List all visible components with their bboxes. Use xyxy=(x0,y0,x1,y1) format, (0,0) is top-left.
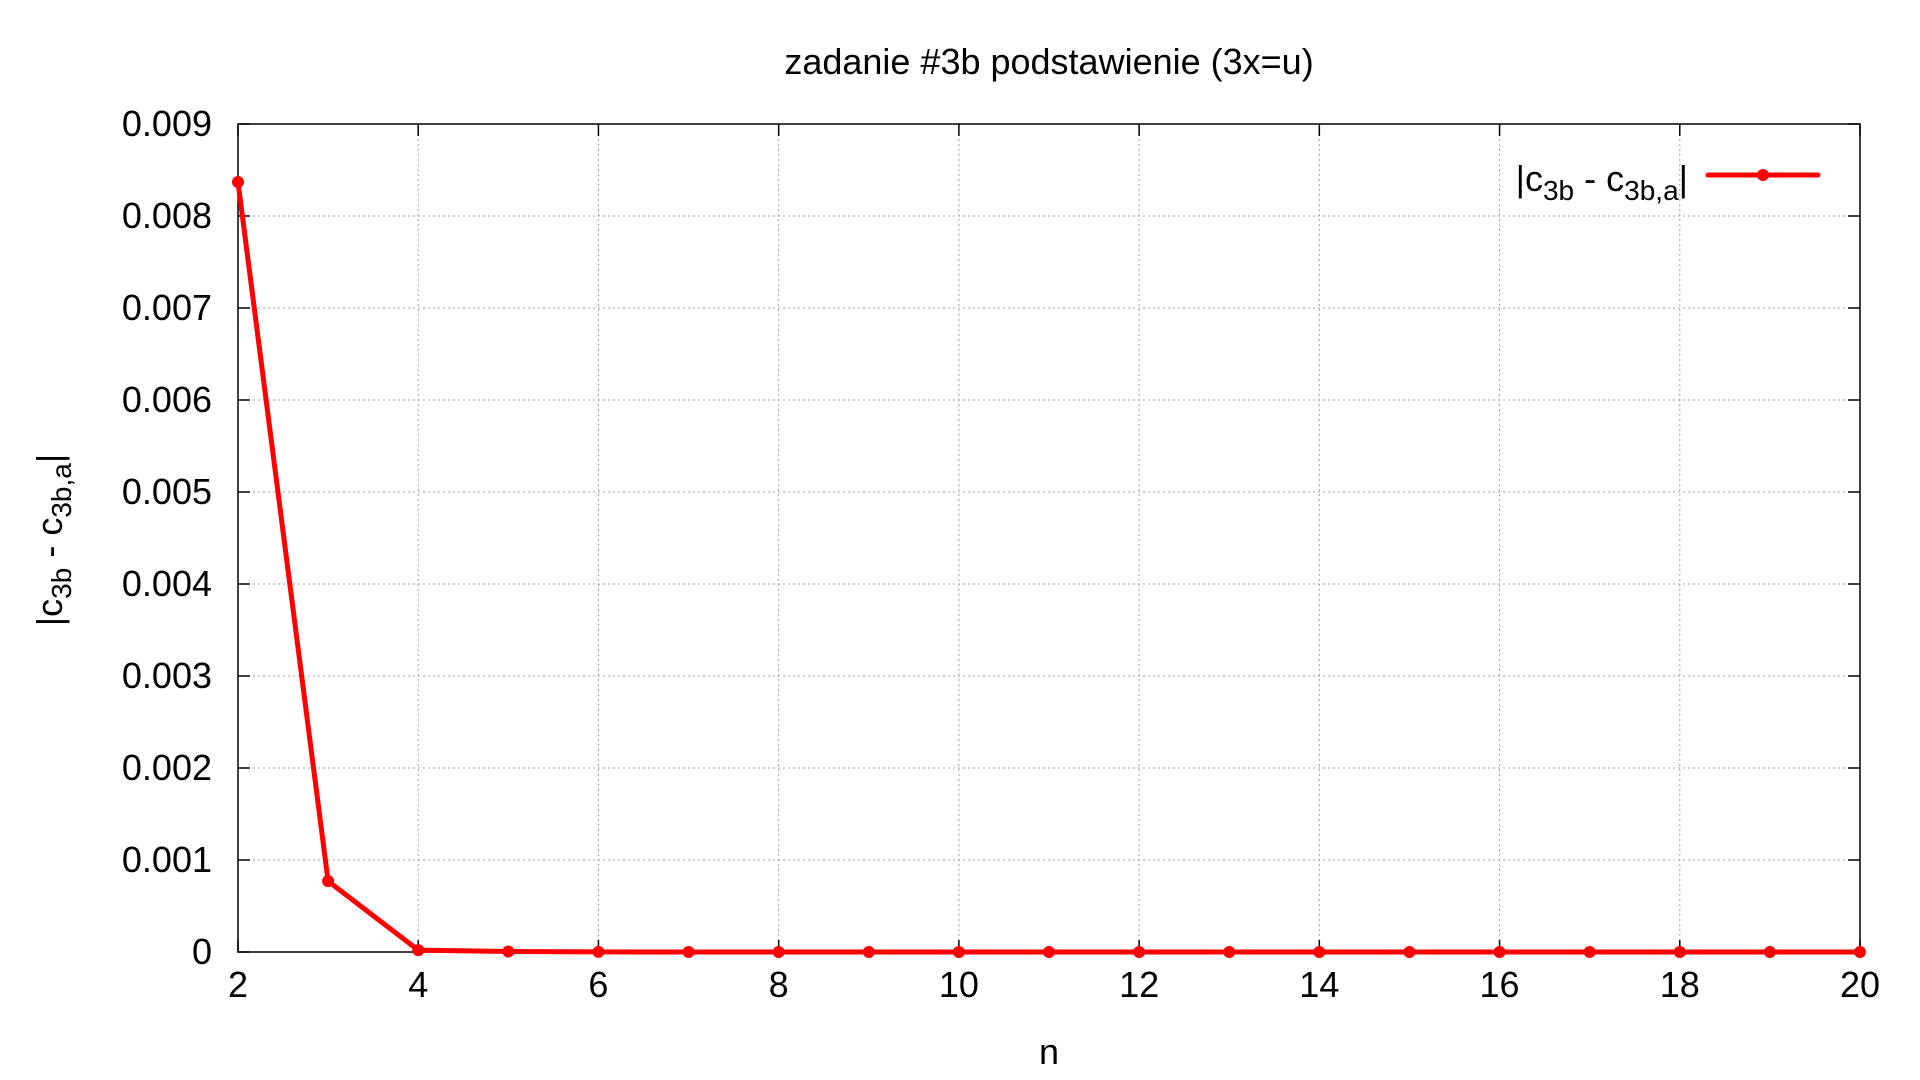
x-tick-label: 20 xyxy=(1840,964,1880,1005)
tick-labels: 2 4 6 8 10 12 14 16 18 20 0 0.001 0.002 0.003 0.004 0.0… xyxy=(122,103,1880,1005)
data-point xyxy=(1223,946,1236,958)
data-series xyxy=(232,175,1866,958)
legend: |c3b - c3b,a| xyxy=(1516,158,1821,206)
legend-label-sub1: 3b xyxy=(1543,175,1574,206)
y-tick-label: 0 xyxy=(192,931,212,972)
data-point xyxy=(1673,946,1686,958)
data-point xyxy=(502,945,515,958)
grid xyxy=(238,124,1860,952)
series-line xyxy=(235,179,1863,955)
x-tick-label: 14 xyxy=(1299,964,1339,1005)
y-axis-label-suffix: | xyxy=(29,454,70,463)
y-axis-label-middle: - c xyxy=(29,518,70,568)
x-tick-label: 18 xyxy=(1660,964,1700,1005)
x-tick-label: 4 xyxy=(408,964,428,1005)
data-point xyxy=(592,945,605,958)
y-axis-label-sub1: 3b xyxy=(46,568,77,599)
data-point xyxy=(952,946,965,958)
legend-label: |c3b - c3b,a| xyxy=(1516,158,1688,206)
data-point xyxy=(1763,946,1776,958)
data-point xyxy=(1133,946,1146,958)
x-tick-label: 6 xyxy=(588,964,608,1005)
x-tick-label: 10 xyxy=(939,964,979,1005)
legend-label-sub2: 3b,a xyxy=(1624,175,1679,206)
y-tick-label: 0.004 xyxy=(122,563,212,604)
x-tick-label: 12 xyxy=(1119,964,1159,1005)
legend-label-suffix: | xyxy=(1679,158,1688,199)
y-tick-label: 0.006 xyxy=(122,379,212,420)
legend-marker-sample xyxy=(1757,169,1769,181)
data-point xyxy=(1493,946,1506,958)
x-tick-label: 8 xyxy=(769,964,789,1005)
y-axis-label-sub2: 3b,a xyxy=(46,463,77,518)
data-point xyxy=(682,946,695,958)
data-point xyxy=(772,946,785,958)
chart-title: zadanie #3b podstawienie (3x=u) xyxy=(784,41,1313,82)
x-tick-label: 2 xyxy=(228,964,248,1005)
y-tick-label: 0.008 xyxy=(122,195,212,236)
axis-ticks xyxy=(237,123,1861,953)
y-axis-label: |c3b - c3b,a| xyxy=(29,454,77,626)
y-axis-label-prefix: |c xyxy=(29,599,70,626)
legend-label-prefix: |c xyxy=(1516,158,1543,199)
data-point xyxy=(1043,946,1055,958)
y-tick-label: 0.001 xyxy=(122,839,212,880)
plot-border xyxy=(237,123,1861,953)
x-tick-label: 16 xyxy=(1480,964,1520,1005)
data-point xyxy=(232,175,244,188)
data-point xyxy=(1854,946,1866,958)
data-point xyxy=(322,875,335,888)
data-point xyxy=(862,946,875,958)
data-point xyxy=(412,944,425,957)
y-tick-label: 0.002 xyxy=(122,747,212,788)
y-tick-label: 0.005 xyxy=(122,471,212,512)
y-tick-label: 0.009 xyxy=(122,103,212,144)
y-tick-label: 0.007 xyxy=(122,287,212,328)
data-point xyxy=(1403,946,1416,958)
data-point xyxy=(1583,946,1596,958)
legend-label-middle: - c xyxy=(1574,158,1624,199)
y-tick-label: 0.003 xyxy=(122,655,212,696)
plot-frame xyxy=(237,123,1861,953)
data-point xyxy=(1313,946,1326,958)
x-axis-label: n xyxy=(1039,1031,1059,1072)
